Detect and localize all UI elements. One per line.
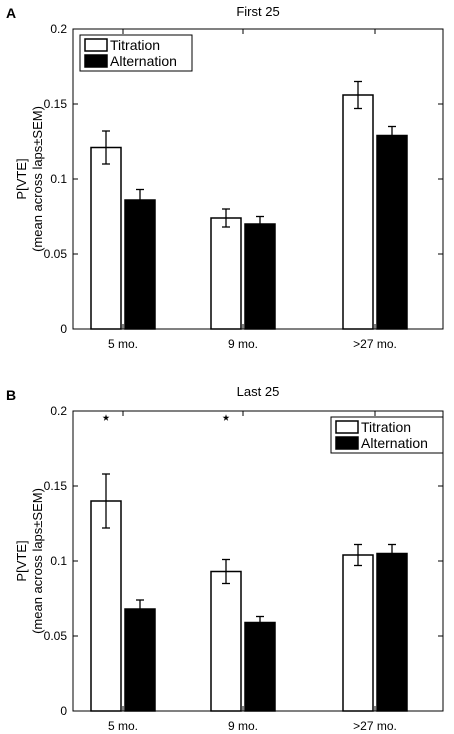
- bar-alternation-1: [244, 223, 276, 330]
- y-tick-label: 0.05: [44, 629, 68, 643]
- bar-alternation-1: [244, 621, 276, 712]
- significance-star: ⋆: [220, 408, 231, 428]
- y-tick-label: 0.15: [44, 479, 68, 493]
- legend-swatch-alternation: [84, 54, 108, 68]
- bar-alternation-0: [124, 199, 156, 330]
- x-tick-label: >27 mo.: [353, 337, 397, 351]
- x-tick-label: 9 mo.: [228, 337, 258, 351]
- y-axis-label: P[VTE]: [14, 158, 29, 199]
- legend-swatch-titration: [84, 38, 108, 52]
- chart-panel-b: B Last 25 0 0.05 0.1 0.15 0.2 P[VTE] (mean acros…: [6, 384, 444, 733]
- plot-frame: [72, 28, 444, 330]
- legend-label-alternation: Alternation: [361, 435, 428, 451]
- plot-frame: [72, 410, 444, 712]
- bar-alternation-2: [376, 552, 408, 712]
- y-tick-label: 0: [60, 704, 67, 718]
- bar-titration-0: [90, 500, 122, 712]
- bar-titration-2: [342, 94, 374, 330]
- y-tick-label: 0.1: [50, 172, 67, 186]
- y-tick-label: 0.2: [50, 404, 67, 418]
- y-axis-sublabel: (mean across laps±SEM): [30, 488, 45, 634]
- bar-alternation-2: [376, 134, 408, 330]
- y-tick-label: 0: [60, 322, 67, 336]
- bar-titration-2: [342, 554, 374, 712]
- legend-label-alternation: Alternation: [110, 53, 177, 69]
- legend-swatch-alternation: [335, 436, 359, 450]
- y-tick-label: 0.15: [44, 97, 68, 111]
- chart-title: First 25: [236, 4, 279, 19]
- x-tick-label: 5 mo.: [108, 719, 138, 733]
- legend-swatch-titration: [335, 420, 359, 434]
- bar-titration-1: [210, 570, 242, 712]
- chart-title: Last 25: [237, 384, 280, 399]
- x-tick-label: >27 mo.: [353, 719, 397, 733]
- legend-label-titration: Titration: [110, 37, 160, 53]
- significance-star: ⋆: [100, 408, 111, 428]
- bar-alternation-0: [124, 608, 156, 712]
- y-axis-sublabel: (mean across laps±SEM): [30, 106, 45, 252]
- bar-titration-1: [210, 217, 242, 330]
- chart-panel-a: A First 25 0 0.05 0.1 0.15 0.2 P[VTE] (mean acro…: [6, 4, 444, 351]
- bar-titration-0: [90, 146, 122, 330]
- panel-letter: A: [6, 5, 16, 21]
- x-tick-label: 5 mo.: [108, 337, 138, 351]
- y-axis-label: P[VTE]: [14, 540, 29, 581]
- y-tick-label: 0.05: [44, 247, 68, 261]
- panel-letter: B: [6, 387, 16, 403]
- y-tick-label: 0.2: [50, 22, 67, 36]
- y-tick-label: 0.1: [50, 554, 67, 568]
- x-tick-label: 9 mo.: [228, 719, 258, 733]
- legend-label-titration: Titration: [361, 419, 411, 435]
